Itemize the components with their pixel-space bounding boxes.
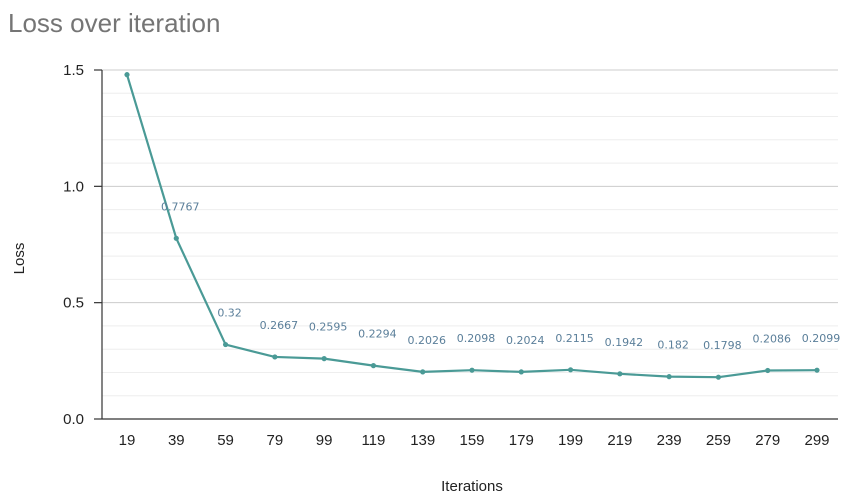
data-point xyxy=(173,235,179,241)
x-tick-label: 79 xyxy=(267,432,284,449)
x-tick-label: 59 xyxy=(217,432,234,449)
series-layer xyxy=(124,72,820,380)
chart-title: Loss over iteration xyxy=(8,8,221,38)
data-point xyxy=(518,369,524,375)
data-point xyxy=(666,374,672,380)
x-tick-label: 179 xyxy=(509,432,534,449)
x-tick-label: 99 xyxy=(316,432,333,449)
data-label: 0.1942 xyxy=(605,336,644,349)
data-point xyxy=(765,367,771,374)
data-point xyxy=(617,371,623,377)
data-label: 0.1798 xyxy=(703,339,742,352)
grid-lines xyxy=(102,69,838,397)
data-label: 0.2294 xyxy=(358,328,397,341)
x-tick-label: 159 xyxy=(459,432,484,449)
data-point xyxy=(814,367,820,373)
y-axis-title: Loss xyxy=(11,243,28,275)
data-point xyxy=(567,367,574,373)
data-point xyxy=(469,367,475,373)
data-label: 0.2086 xyxy=(752,332,791,345)
data-label: 0.2115 xyxy=(555,332,594,345)
data-labels: 0.7767 0.32 0.2667 0.2595 0.2294 0.2026 0.2098… xyxy=(161,200,840,352)
data-label: 0.32 xyxy=(217,307,242,320)
y-tick-labels: 0.0 0.5 1.0 1.5 xyxy=(63,62,102,428)
x-tick-label: 279 xyxy=(755,432,780,449)
data-label: 0.182 xyxy=(657,339,689,352)
data-point xyxy=(370,363,377,369)
x-tick-label: 239 xyxy=(657,432,682,449)
axes xyxy=(101,70,838,420)
x-tick-label: 39 xyxy=(168,432,185,449)
x-tick-label: 219 xyxy=(607,432,632,449)
x-tick-label: 119 xyxy=(361,432,385,449)
x-tick-label: 139 xyxy=(410,432,435,449)
data-point xyxy=(420,369,426,375)
y-tick-label: 0.5 xyxy=(63,295,84,312)
data-point xyxy=(321,356,327,362)
data-label: 0.2026 xyxy=(407,334,446,347)
x-tick-label: 259 xyxy=(706,432,731,449)
x-tick-labels: 19 39 59 79 99 119 139 159 179 199 219 239 259 279 299 xyxy=(119,432,830,449)
y-tick-label: 1.5 xyxy=(63,62,84,79)
data-point xyxy=(715,374,722,380)
y-tick-label: 0.0 xyxy=(63,411,84,428)
data-label: 0.2024 xyxy=(506,334,545,347)
data-point xyxy=(124,72,130,78)
x-tick-label: 199 xyxy=(558,432,583,449)
data-label: 0.2099 xyxy=(802,332,841,345)
x-tick-label: 19 xyxy=(119,432,136,449)
x-tick-label: 299 xyxy=(804,432,829,449)
data-label: 0.7767 xyxy=(161,200,200,213)
data-point xyxy=(222,341,229,348)
y-tick-label: 1.0 xyxy=(63,178,84,195)
data-label: 0.2595 xyxy=(309,321,348,334)
data-label: 0.2098 xyxy=(457,332,496,345)
data-label: 0.2667 xyxy=(260,319,299,332)
data-point xyxy=(272,354,278,360)
x-axis-title: Iterations xyxy=(441,478,503,495)
